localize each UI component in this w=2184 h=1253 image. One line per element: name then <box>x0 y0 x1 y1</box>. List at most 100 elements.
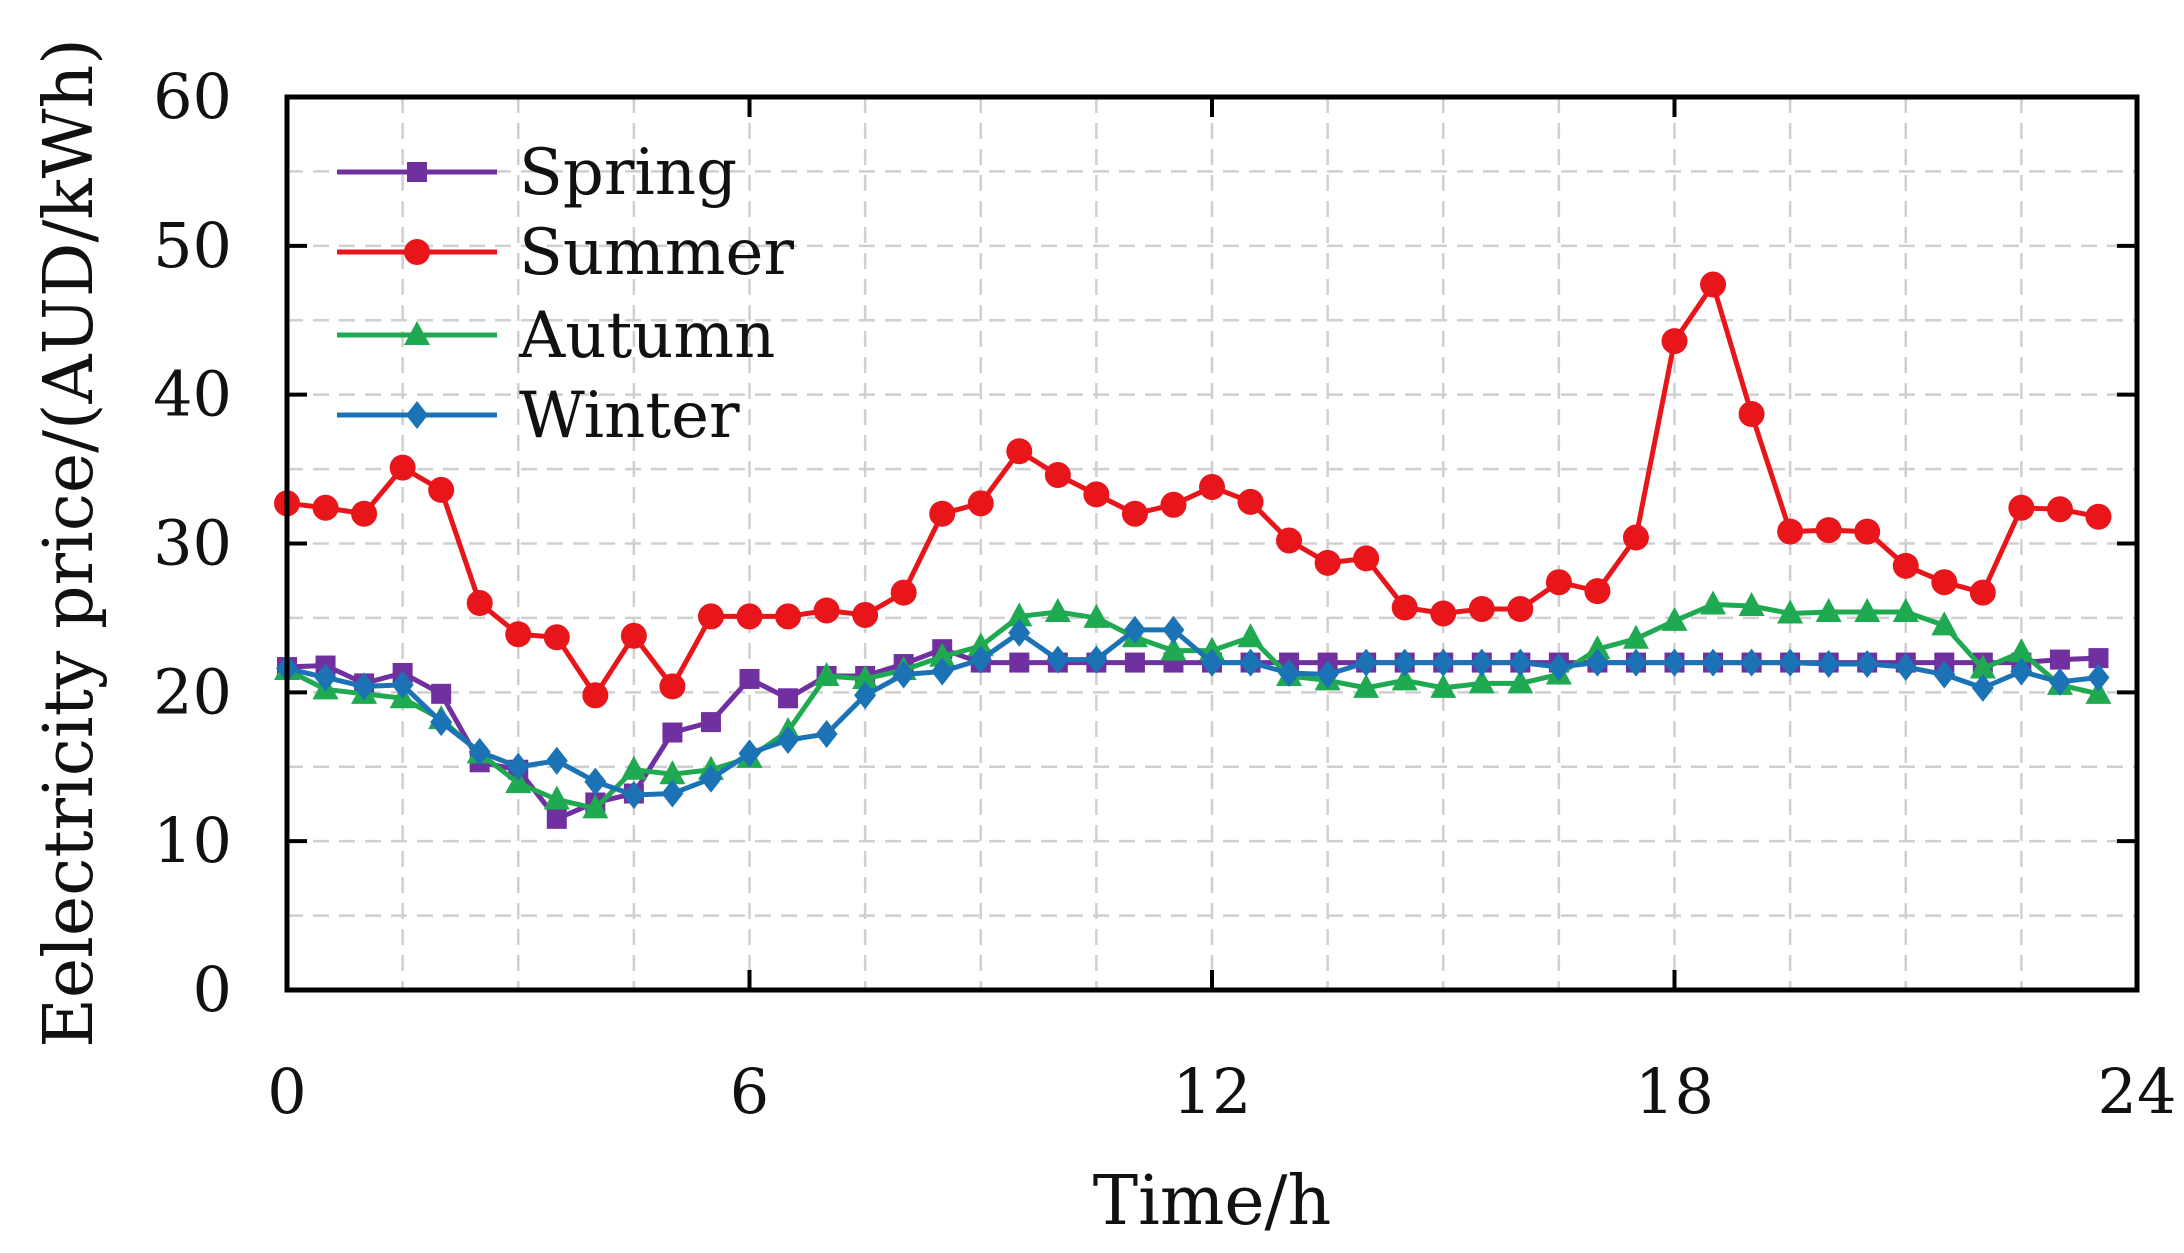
data-point-winter <box>1008 618 1031 647</box>
data-point-summer <box>1044 462 1071 489</box>
data-point-summer <box>929 500 956 527</box>
data-point-winter <box>1393 648 1416 677</box>
data-point-autumn <box>659 760 686 785</box>
data-point-winter <box>1123 615 1146 644</box>
data-point-summer <box>852 601 879 628</box>
data-point-winter <box>738 739 761 768</box>
data-point-autumn <box>543 785 570 810</box>
data-point-winter <box>391 670 414 699</box>
data-point-autumn <box>1468 669 1495 694</box>
data-point-winter <box>1239 648 1262 677</box>
y-tick-label: 60 <box>153 60 232 133</box>
data-point-winter <box>622 781 645 810</box>
data-point-winter <box>699 764 722 793</box>
data-point-summer <box>543 624 570 651</box>
data-point-summer <box>1391 594 1418 621</box>
data-point-autumn <box>1160 636 1187 661</box>
data-point-summer <box>1430 600 1457 627</box>
data-point-winter <box>1817 650 1840 679</box>
data-point-winter <box>1201 648 1223 677</box>
data-point-autumn <box>1700 590 1727 615</box>
axis-ticks: 0 6 12 18 24 0 10 20 30 40 50 60 <box>153 60 2176 1128</box>
data-point-summer <box>1738 401 1765 428</box>
data-point-autumn <box>1006 602 1033 627</box>
series-summer <box>274 271 2112 709</box>
data-point-winter <box>1316 660 1339 689</box>
y-axis-label: Eelectricity price/(AUD/kWh) <box>30 38 109 1048</box>
data-point-autumn <box>1237 623 1264 648</box>
data-point-summer <box>697 603 724 630</box>
legend-label-autumn: Autumn <box>518 299 775 373</box>
data-point-autumn <box>1430 673 1457 698</box>
data-point-winter <box>1894 653 1917 682</box>
data-point-winter <box>854 681 877 710</box>
data-point-winter <box>507 752 530 781</box>
data-point-summer <box>428 476 455 503</box>
data-point-winter <box>1856 650 1879 679</box>
y-tick-label: 0 <box>193 953 232 1026</box>
data-point-summer <box>1892 552 1919 579</box>
data-point-autumn <box>1969 654 1996 679</box>
data-point-winter <box>1971 673 1994 702</box>
data-point-summer <box>620 622 647 649</box>
data-point-winter <box>1509 648 1532 677</box>
data-point-autumn <box>1353 673 1380 698</box>
data-point-summer <box>967 490 994 517</box>
y-tick-label: 10 <box>153 804 232 877</box>
data-point-spring <box>1124 652 1145 673</box>
data-point-summer <box>813 597 840 624</box>
data-point-winter <box>777 725 800 754</box>
data-point-winter <box>1702 648 1725 677</box>
data-point-summer <box>505 621 532 648</box>
data-point-winter <box>545 746 568 775</box>
x-axis-label: Time/h <box>1093 1162 1332 1241</box>
data-point-winter <box>661 779 684 808</box>
data-point-winter <box>584 767 607 796</box>
data-point-summer <box>1700 271 1727 298</box>
data-point-autumn <box>1815 597 1842 622</box>
data-point-summer <box>1199 473 1225 500</box>
data-point-winter <box>1624 648 1647 677</box>
data-point-autumn <box>1584 635 1611 660</box>
data-point-summer <box>2085 503 2112 530</box>
data-point-winter <box>1085 645 1108 674</box>
data-point-winter <box>1432 648 1455 677</box>
data-point-winter <box>1933 660 1956 689</box>
data-point-autumn <box>1777 599 1804 624</box>
series-layer <box>274 271 2112 829</box>
data-point-autumn <box>1391 666 1418 691</box>
data-point-winter <box>1470 648 1493 677</box>
data-point-summer <box>1584 578 1611 605</box>
data-point-autumn <box>1507 669 1534 694</box>
data-point-spring <box>778 688 799 709</box>
legend-label-winter: Winter <box>519 379 740 453</box>
data-point-summer <box>736 603 763 630</box>
data-point-autumn <box>582 794 609 819</box>
data-point-summer <box>1777 518 1804 545</box>
data-point-summer <box>466 590 493 617</box>
data-point-spring <box>2049 649 2070 670</box>
data-point-summer <box>1237 488 1264 515</box>
data-point-summer <box>1276 527 1303 554</box>
data-point-summer <box>775 603 802 630</box>
data-point-summer <box>1815 517 1842 544</box>
data-point-summer <box>1121 500 1148 527</box>
y-tick-label: 40 <box>153 358 232 431</box>
data-point-summer <box>1160 491 1187 518</box>
data-point-spring <box>700 712 721 733</box>
data-point-winter <box>1779 648 1802 677</box>
data-point-winter <box>931 657 954 686</box>
data-point-winter <box>2087 663 2110 692</box>
data-point-summer <box>312 494 339 521</box>
data-point-spring <box>546 808 567 829</box>
data-point-autumn <box>1854 597 1881 622</box>
data-point-autumn <box>2008 638 2035 663</box>
data-point-winter <box>468 737 491 766</box>
data-point-winter <box>1046 645 1069 674</box>
data-point-winter <box>815 720 838 749</box>
x-tick-label: 6 <box>730 1055 769 1128</box>
data-point-spring <box>1009 652 1030 673</box>
data-point-summer <box>1622 524 1649 551</box>
data-point-summer <box>1545 569 1572 596</box>
